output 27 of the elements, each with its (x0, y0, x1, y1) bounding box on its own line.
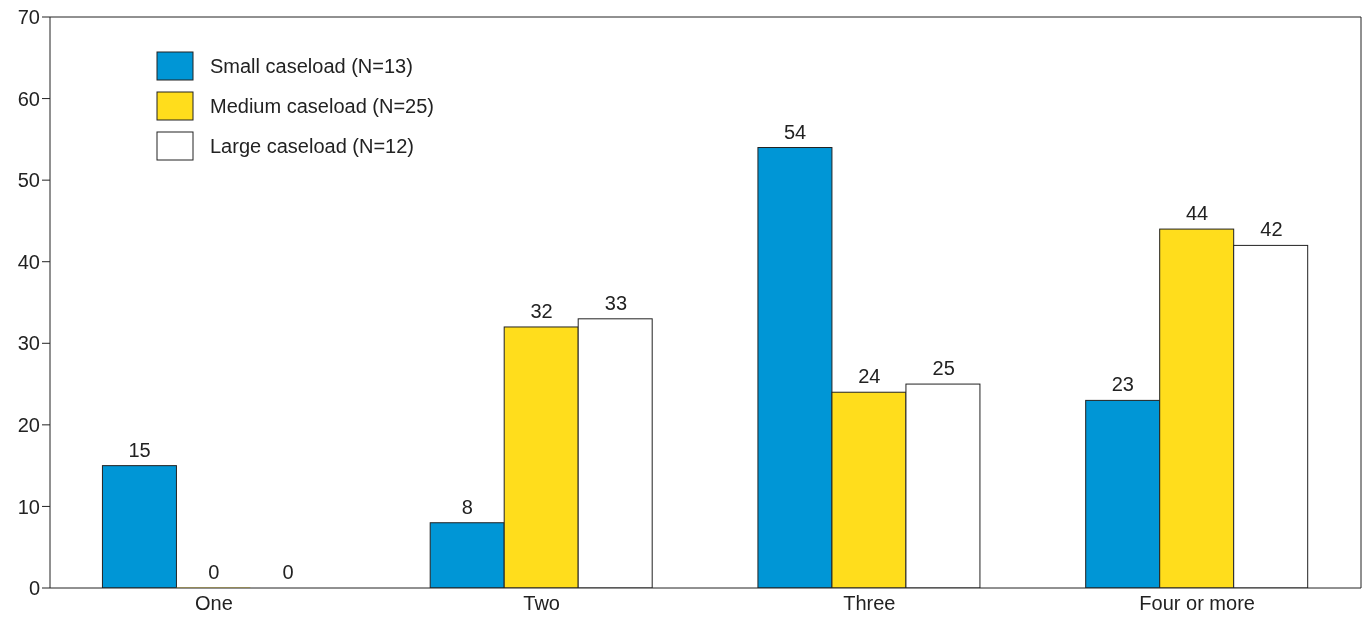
y-tick-label: 20 (17, 413, 40, 436)
x-tick-label: Two (523, 592, 560, 615)
data-label: 0 (208, 561, 220, 583)
data-label: 25 (932, 357, 955, 380)
y-tick-label: 50 (17, 169, 40, 192)
data-label: 8 (461, 495, 473, 518)
y-tick-label: 10 (17, 495, 40, 518)
data-label: 15 (128, 438, 151, 461)
y-tick-label: 30 (17, 332, 40, 355)
legend-label: Large caseload (N=12) (210, 134, 415, 158)
data-label: 32 (530, 299, 553, 322)
legend-label: Medium caseload (N=25) (210, 94, 434, 118)
y-tick-label: 0 (28, 577, 40, 600)
y-tick-label: 40 (17, 250, 40, 273)
y-tick-label: 60 (17, 87, 40, 110)
data-label: 44 (1186, 202, 1209, 225)
data-label: 42 (1260, 218, 1283, 241)
legend-label: Small caseload (N=13) (210, 54, 413, 78)
y-tick-label: 70 (17, 6, 40, 29)
data-label: 24 (858, 365, 881, 388)
data-label: 54 (783, 120, 807, 143)
x-tick-label: One (194, 592, 233, 615)
x-tick-label: Four or more (1139, 592, 1255, 615)
data-label: 0 (282, 561, 294, 583)
data-label: 23 (1111, 373, 1134, 396)
x-tick-label: Three (843, 592, 896, 615)
data-label: 33 (604, 291, 628, 314)
